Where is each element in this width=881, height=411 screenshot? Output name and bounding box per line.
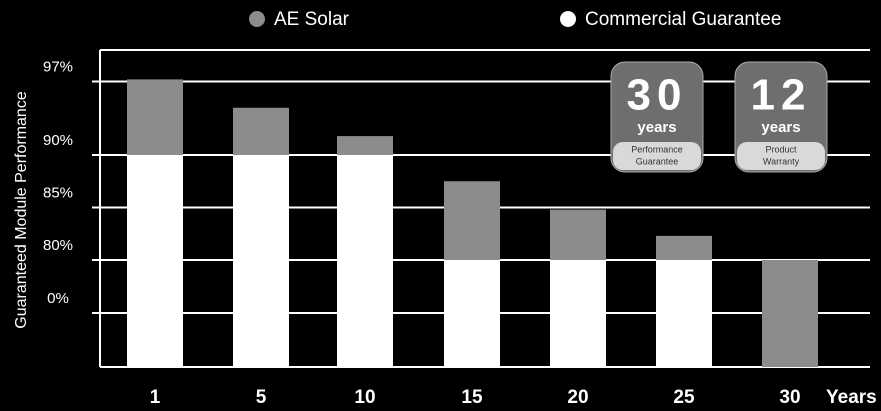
badge-footer (613, 142, 701, 170)
badge-number: 30 (627, 71, 688, 120)
bar (550, 260, 606, 367)
x-tick-label: 30 (779, 387, 800, 408)
badge-unit: years (761, 119, 800, 136)
y-tick-label: 80% (43, 237, 73, 254)
y-tick-label: 97% (43, 58, 73, 75)
x-tick-label: 5 (256, 387, 267, 408)
bar (762, 260, 818, 367)
x-tick-label: 25 (673, 387, 695, 408)
x-tick-label: 20 (567, 387, 588, 408)
legend-label: AE Solar (274, 9, 350, 30)
badge-caption: Performance (631, 144, 683, 154)
bar (656, 260, 712, 367)
legend-swatch (249, 11, 265, 27)
bar (444, 260, 500, 367)
badge-footer (737, 142, 825, 170)
y-tick-label: 0% (47, 290, 69, 307)
badge-caption: Guarantee (636, 156, 679, 166)
badge-unit: years (637, 119, 676, 136)
legend-swatch (560, 11, 576, 27)
badge-caption: Product (765, 144, 797, 154)
legend-label: Commercial Guarantee (585, 9, 781, 30)
x-tick-label: 15 (461, 387, 483, 408)
y-axis-label: Guaranteed Module Performance (13, 91, 30, 329)
x-axis-label: Years (826, 387, 877, 408)
y-tick-label: 90% (43, 132, 73, 149)
bar (233, 155, 289, 367)
bar (127, 155, 183, 367)
bar (337, 155, 393, 367)
badge-number: 12 (751, 71, 812, 120)
badge-caption: Warranty (763, 156, 800, 166)
x-tick-label: 10 (354, 387, 375, 408)
y-tick-label: 85% (43, 184, 73, 201)
x-tick-label: 1 (150, 387, 161, 408)
